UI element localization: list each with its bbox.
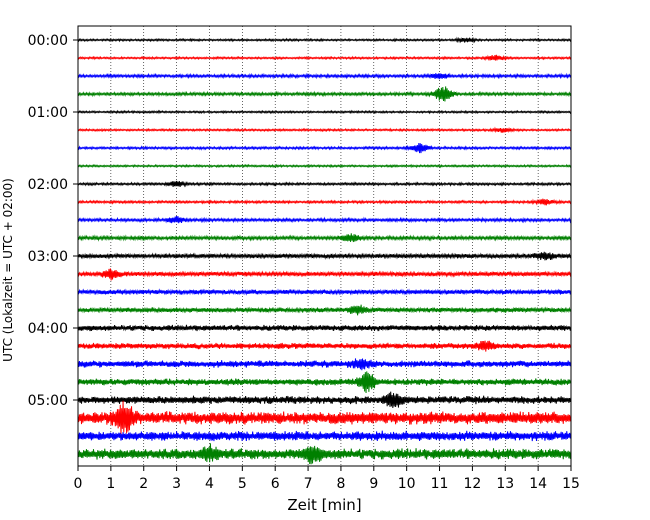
- grid-lines: [110, 26, 539, 466]
- trace-0215: [77, 198, 572, 206]
- x-tick-label-1: 1: [106, 476, 115, 492]
- x-tick-label-10: 10: [398, 476, 416, 492]
- x-tick-label-2: 2: [139, 476, 148, 492]
- trace-0415: [77, 340, 572, 352]
- trace-0115: [77, 126, 572, 134]
- trace-0345: [77, 304, 572, 316]
- trace-0045: [77, 86, 572, 102]
- trace-0530: [77, 430, 572, 442]
- trace-0300: [77, 251, 572, 261]
- y-axis: 00:00 01:00 02:00 03:00 04:00 05:00: [28, 33, 78, 409]
- trace-0145: [77, 163, 572, 169]
- x-tick-label-7: 7: [304, 476, 313, 492]
- trace-0400: [77, 324, 572, 332]
- y-tick-label-0100: 01:00: [28, 105, 68, 121]
- x-tick-label-8: 8: [336, 476, 345, 492]
- x-axis: 0 1 2 3 4 5 6 7 8 9 10 11 12 13 14 15: [74, 466, 580, 492]
- x-tick-label-0: 0: [74, 476, 83, 492]
- trace-0330: [77, 288, 572, 296]
- y-tick-label-0500: 05:00: [28, 393, 68, 409]
- trace-0445: [77, 371, 572, 393]
- trace-0200: [77, 180, 572, 188]
- trace-0500: [77, 391, 572, 408]
- x-axis-label: Zeit [min]: [287, 496, 361, 514]
- x-tick-label-11: 11: [431, 476, 449, 492]
- x-tick-label-4: 4: [205, 476, 214, 492]
- y-tick-label-0200: 02:00: [28, 177, 68, 193]
- trace-0545: [77, 443, 572, 465]
- trace-0030: [77, 72, 572, 80]
- y-tick-label-0000: 00:00: [28, 33, 68, 49]
- seismogram-traces: [77, 36, 572, 465]
- x-tick-label-13: 13: [496, 476, 514, 492]
- trace-0245: [77, 233, 572, 243]
- x-tick-label-9: 9: [369, 476, 378, 492]
- x-tick-label-14: 14: [529, 476, 547, 492]
- x-tick-label-15: 15: [562, 476, 580, 492]
- trace-0230: [77, 215, 572, 224]
- plot-frame: [77, 25, 572, 467]
- trace-0000: [77, 36, 572, 44]
- x-tick-label-12: 12: [463, 476, 481, 492]
- y-tick-label-0300: 03:00: [28, 249, 68, 265]
- x-tick-label-6: 6: [271, 476, 280, 492]
- trace-0100: [77, 109, 572, 115]
- trace-0315: [77, 268, 572, 281]
- y-axis-label: UTC (Lokalzeit = UTC + 02:00): [1, 178, 15, 362]
- x-tick-label-3: 3: [172, 476, 181, 492]
- trace-0515: [77, 400, 572, 435]
- trace-0430: [77, 358, 572, 371]
- trace-0015: [77, 54, 572, 62]
- x-tick-label-5: 5: [238, 476, 247, 492]
- trace-0130: [77, 142, 572, 154]
- y-tick-label-0400: 04:00: [28, 321, 68, 337]
